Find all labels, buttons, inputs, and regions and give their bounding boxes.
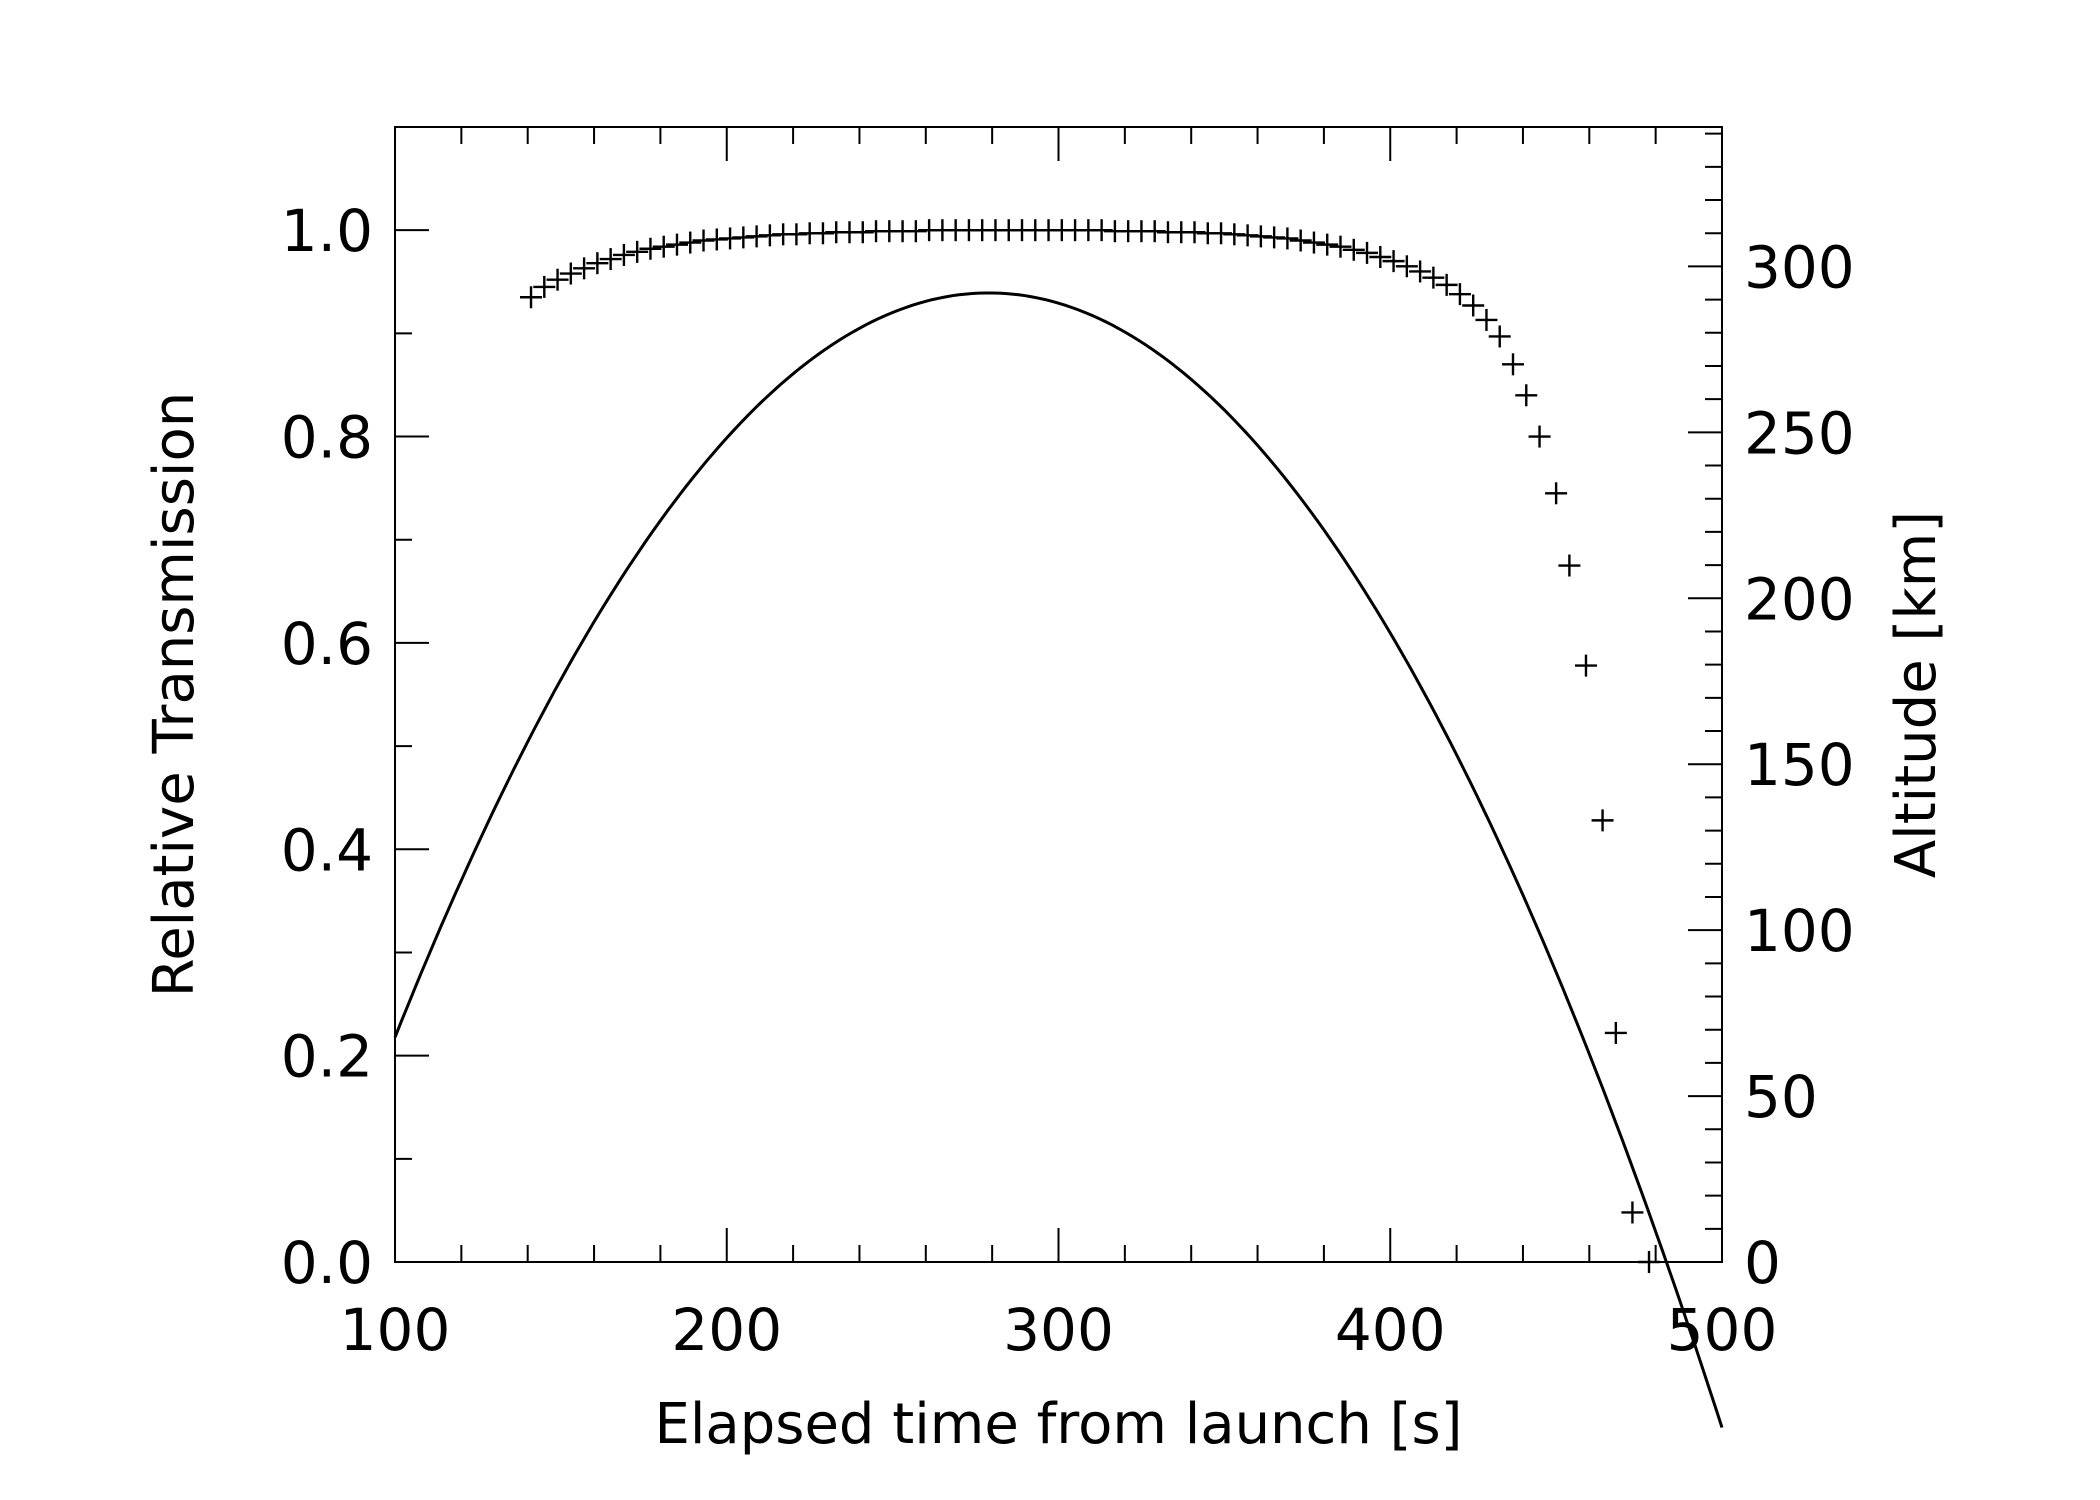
y2-tick-label: 300 <box>1744 233 1855 301</box>
y-tick-labels: 0.0 0.2 0.4 0.6 0.8 1.0 <box>281 197 373 1297</box>
data-point <box>1621 1201 1644 1224</box>
y-axis-title: Relative Transmission <box>142 392 207 997</box>
series-layer <box>393 219 1724 1429</box>
data-point <box>533 275 556 298</box>
y2-tick-label: 50 <box>1744 1063 1818 1131</box>
data-point <box>1591 809 1614 832</box>
data-point <box>1342 238 1365 261</box>
data-point <box>599 248 622 271</box>
data-point <box>1302 231 1325 254</box>
y2-tick-label: 250 <box>1744 399 1855 467</box>
x-tick-label: 400 <box>1335 1296 1446 1364</box>
y2-axis-title: Altitude [km] <box>1884 511 1949 878</box>
y-tick-label: 0.6 <box>281 610 373 678</box>
y2-tick-label: 100 <box>1744 897 1855 965</box>
data-point <box>573 257 596 280</box>
y-tick-label: 0.2 <box>281 1023 373 1091</box>
altitude-curve <box>393 291 1724 1429</box>
x-tick-label: 100 <box>340 1296 451 1364</box>
x-tick-label: 500 <box>1667 1296 1778 1364</box>
y-tick-label: 0.8 <box>281 404 373 472</box>
data-point <box>1604 1021 1627 1044</box>
data-point <box>559 262 582 285</box>
data-point <box>1435 273 1458 296</box>
data-point <box>1382 250 1405 273</box>
data-point <box>626 240 649 263</box>
data-point <box>1501 353 1524 376</box>
y-tick-label: 0.0 <box>281 1229 373 1297</box>
data-point <box>1369 246 1392 269</box>
data-point <box>1462 294 1485 317</box>
y-tick-label: 0.4 <box>281 816 373 884</box>
data-point <box>652 235 675 258</box>
data-point <box>1395 255 1418 278</box>
data-point <box>1422 266 1445 289</box>
y2-tick-label: 0 <box>1744 1229 1781 1297</box>
data-point <box>1574 654 1597 677</box>
data-point <box>1545 482 1568 505</box>
data-point <box>1448 283 1471 306</box>
data-point <box>546 268 569 291</box>
data-point <box>665 233 688 256</box>
data-point <box>1276 227 1299 250</box>
data-point <box>679 231 702 254</box>
data-point <box>1329 235 1352 258</box>
y2-tick-label: 200 <box>1744 565 1855 633</box>
data-point <box>1356 241 1379 264</box>
data-point <box>1289 229 1312 252</box>
data-point <box>1558 554 1581 577</box>
y2-tick-label: 150 <box>1744 731 1855 799</box>
data-point <box>1638 1251 1661 1273</box>
x-tick-label: 200 <box>671 1296 782 1364</box>
data-point <box>1528 425 1551 448</box>
x-tick-labels: 100 200 300 400 500 <box>340 1296 1778 1364</box>
data-point <box>1515 384 1538 407</box>
y-tick-label: 1.0 <box>281 197 373 265</box>
data-point <box>1475 308 1498 331</box>
axis-ticks <box>394 126 1723 1263</box>
data-point <box>639 237 662 260</box>
x-tick-label: 300 <box>1003 1296 1114 1364</box>
x-axis-title: Elapsed time from launch [s] <box>654 1392 1462 1457</box>
data-point <box>612 243 635 266</box>
data-point <box>1488 325 1511 348</box>
data-point <box>586 252 609 275</box>
data-point <box>1316 233 1339 256</box>
data-point <box>520 286 543 309</box>
y2-tick-labels: 0 50 100 150 200 250 300 <box>1744 233 1855 1297</box>
data-point <box>1409 260 1432 283</box>
